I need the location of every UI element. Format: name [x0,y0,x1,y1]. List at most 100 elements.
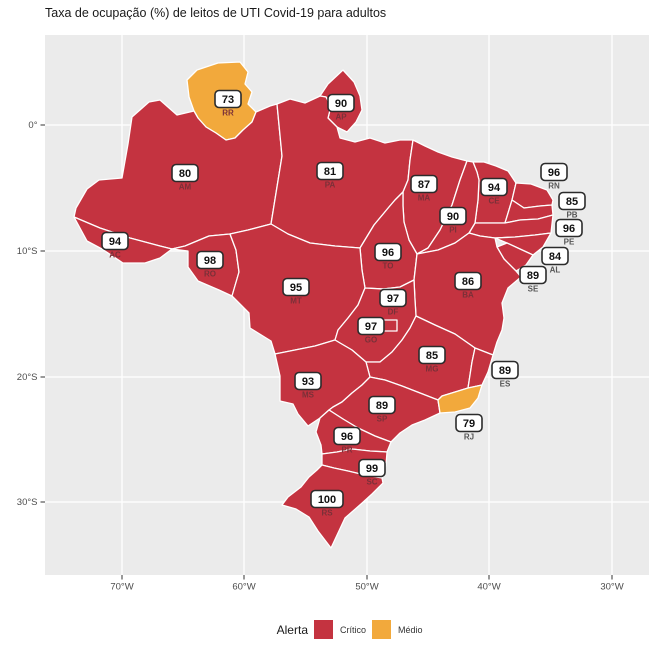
state-label-box [410,174,438,194]
state-label-value: 100 [318,494,336,506]
state-label-RS: 100 RS [310,489,344,518]
state-label-code: PE [564,238,575,247]
state-shape-BA [413,232,522,356]
state-label-code: GO [365,336,377,345]
state-label-SE: 89 SE [519,265,547,294]
state-label-MS: 93 MS [294,371,322,400]
state-label-code: MS [302,391,315,400]
state-label-value: 85 [426,350,438,362]
state-label-code: AC [109,251,121,260]
state-label-SC: 99 SC [358,458,386,487]
state-label-value: 73 [222,94,234,106]
state-label-code: CE [488,197,500,206]
state-label-DF: 97 DF [379,288,407,317]
state-label-value: 99 [366,463,378,475]
state-label-value: 97 [387,293,399,305]
state-label-value: 94 [109,236,122,248]
x-axis-tick-label: 60°W [232,582,255,593]
state-label-code: BA [462,291,474,300]
state-label-box [540,162,568,182]
state-label-code: TO [383,262,394,271]
state-label-AM: 80 AM [171,163,199,192]
state-label-RO: 98 RO [196,250,224,279]
legend-label-medio: Médio [398,625,423,635]
legend-swatch-critico [314,620,333,639]
state-label-box [519,265,547,285]
state-label-value: 89 [499,365,511,377]
legend: Alerta Crítico Médio [277,620,423,639]
state-label-value: 97 [365,321,377,333]
state-shape-RJ [437,384,483,414]
state-label-box [196,250,224,270]
state-label-code: PR [341,446,352,455]
x-axis-tick-label: 70°W [110,582,133,593]
state-label-RN: 96 RN [540,162,568,191]
state-label-PA: 81 PA [316,161,344,190]
state-label-value: 96 [548,167,560,179]
state-label-value: 96 [382,247,394,259]
state-label-CE: 94 CE [480,177,508,206]
state-label-code: AP [335,113,347,122]
state-label-value: 98 [204,255,216,267]
state-label-box [358,458,386,478]
state-label-value: 85 [566,196,578,208]
state-label-MT: 95 MT [282,277,310,306]
state-label-code: RJ [464,433,474,442]
state-label-box [480,177,508,197]
state-label-value: 80 [179,168,191,180]
state-label-code: RR [222,109,234,118]
state-label-box [327,93,355,113]
state-label-PR: 96 PR [333,426,361,455]
state-label-code: PA [325,181,336,190]
state-label-code: DF [388,308,399,317]
state-label-box [294,371,322,391]
state-label-code: AM [179,183,192,192]
state-label-box [455,413,483,433]
state-label-box [454,271,482,291]
state-label-box [368,395,396,415]
state-label-box [541,246,569,266]
state-label-code: ES [500,380,511,389]
state-label-GO: 97 GO [357,316,385,345]
state-label-code: SE [528,285,539,294]
state-label-box [316,161,344,181]
state-label-box [439,206,467,226]
state-label-code: MG [426,365,439,374]
state-label-AC: 94 AC [101,231,129,260]
state-label-RJ: 79 RJ [455,413,483,442]
state-label-code: SC [366,478,377,487]
axis-ticks: 70°W 60°W 50°W 40°W 30°W 0° 10°S 20°S 30°S [17,120,624,592]
state-label-value: 96 [563,223,575,235]
state-label-code: PB [566,211,577,220]
state-label-box [418,345,446,365]
x-axis-tick-label: 50°W [355,582,378,593]
state-label-AL: 84 AL [541,246,569,275]
state-label-value: 90 [447,211,459,223]
state-label-code: MT [290,297,302,306]
state-label-TO: 96 TO [374,242,402,271]
state-label-box [491,360,519,380]
state-label-value: 87 [418,179,430,191]
state-label-value: 89 [527,270,539,282]
state-label-value: 94 [488,182,501,194]
state-label-value: 93 [302,376,314,388]
state-label-value: 90 [335,98,347,110]
legend-label-critico: Crítico [340,625,366,635]
state-label-code: SP [377,415,388,424]
state-label-value: 89 [376,400,388,412]
state-label-PB: 85 PB [558,191,586,220]
state-label-box [555,218,583,238]
state-label-code: AL [550,266,561,275]
state-label-box [171,163,199,183]
state-label-BA: 86 BA [454,271,482,300]
state-label-code: RN [548,182,560,191]
legend-swatch-medio [372,620,391,639]
state-label-code: RS [321,509,333,518]
state-label-RR: 73 RR [214,89,242,118]
state-label-MA: 87 MA [410,174,438,203]
state-label-code: MA [418,194,431,203]
state-label-box [374,242,402,262]
state-label-value: 84 [549,251,562,263]
state-label-value: 79 [463,418,475,430]
